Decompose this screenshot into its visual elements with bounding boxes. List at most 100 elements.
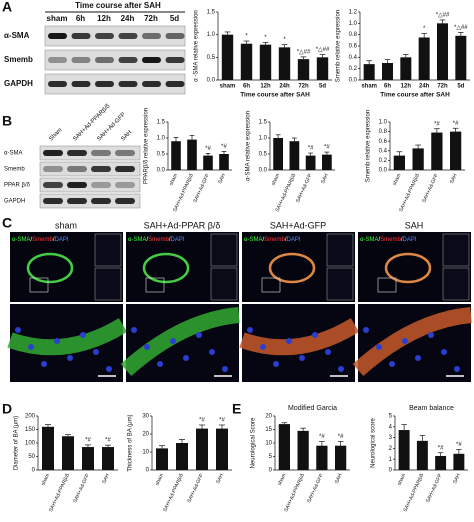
y-tick-label: 0.5	[259, 152, 268, 158]
nucleus	[441, 349, 447, 355]
x-tick-label: SAH	[217, 173, 227, 185]
x-tick-label: SAH+Ad-GFP	[192, 172, 211, 203]
bar	[156, 448, 168, 470]
x-tick-label: 12h	[401, 84, 412, 90]
blot-strip	[39, 161, 141, 177]
zoom-box	[261, 277, 281, 293]
nucleus	[389, 361, 395, 367]
stain-part: /	[30, 237, 32, 243]
bar	[418, 37, 430, 80]
vessel-wall	[239, 318, 360, 356]
stain-part: /	[378, 237, 380, 243]
bar	[316, 57, 329, 80]
bar	[187, 139, 197, 170]
bar	[431, 132, 443, 170]
vessel-wall	[120, 307, 240, 376]
bar	[316, 445, 328, 470]
x-tick-label: SAH	[449, 173, 459, 185]
blot-band	[48, 81, 67, 87]
stain-part: α-SMA	[360, 237, 378, 243]
nucleus	[183, 355, 189, 361]
annotation: *#	[205, 146, 211, 152]
bar	[450, 131, 462, 170]
y-tick-label: 1.5	[157, 120, 166, 126]
bar	[216, 428, 228, 470]
blot-band	[165, 81, 185, 87]
stain-part: Smemb	[380, 237, 401, 243]
stain-label: α-SMA/Smemb/DAPI	[360, 237, 417, 243]
vessel-wall	[7, 318, 128, 356]
y-axis-label: PPARβ/δ relative expression	[144, 108, 150, 184]
annotation: *#	[438, 445, 444, 451]
inset	[442, 267, 470, 301]
blot-band	[43, 198, 63, 204]
blot-band	[67, 198, 87, 204]
y-tick-label: 20	[142, 432, 149, 438]
y-axis-label: Neurological score	[371, 417, 377, 467]
y-tick-label: 1.0	[207, 32, 216, 38]
x-tick-label: SAH+Ad-GFP	[72, 472, 91, 503]
annotation: *#	[85, 437, 91, 443]
y-axis-label: Neurological Score	[251, 417, 257, 468]
nucleus	[157, 361, 163, 367]
nucleus	[144, 344, 150, 350]
y-tick-label: 0.8	[349, 32, 358, 38]
blot-band	[67, 182, 87, 188]
y-tick-label: 0	[146, 468, 150, 474]
blot-band	[142, 81, 161, 87]
x-tick-label: 24h	[279, 84, 290, 90]
nucleus	[196, 332, 202, 338]
x-tick-label: 6h	[384, 84, 391, 90]
y-tick-label: 0.5	[207, 55, 216, 61]
x-tick-label: 24h	[419, 84, 430, 90]
annotation: *	[264, 35, 267, 41]
inset	[94, 233, 122, 267]
vessel	[142, 252, 190, 284]
y-tick-label: 1.0	[379, 120, 388, 126]
x-tick-label: SAH+Ad-PPARβ/δ	[398, 173, 421, 213]
blot-band	[115, 150, 135, 156]
y-tick-label: 1	[389, 457, 393, 463]
nucleus	[67, 355, 73, 361]
nucleus	[286, 338, 292, 344]
x-tick-label: SAH+Ad-GFP	[306, 472, 325, 503]
bar	[297, 430, 309, 470]
bar	[102, 447, 114, 470]
blot-band	[118, 57, 138, 63]
stain-label: α-SMA/Smemb/DAPI	[128, 237, 185, 243]
stain-label: α-SMA/Smemb/DAPI	[12, 237, 69, 243]
bar	[42, 426, 54, 470]
x-tick-label: SAH+Ad-PPARβ/δ	[403, 473, 426, 513]
nucleus	[28, 344, 34, 350]
x-tick-label: 12h	[260, 84, 271, 90]
lane-label: 5d	[170, 14, 179, 23]
y-axis-label: α-SMA relative expression	[246, 111, 252, 181]
blot-band	[95, 33, 114, 39]
y-tick-label: 5	[389, 414, 393, 420]
nucleus	[273, 361, 279, 367]
y-tick-label: 3	[389, 435, 393, 441]
stain-part: Smemb	[264, 237, 285, 243]
x-tick-label: sham	[168, 173, 179, 187]
lane-label: 72h	[144, 14, 158, 23]
x-tick-label: SAH+Ad-GFP	[425, 472, 444, 503]
blot-band	[95, 57, 114, 63]
nucleus	[15, 327, 21, 333]
blot-band	[43, 166, 63, 172]
blot-band	[71, 33, 91, 39]
stain-part: DAPI	[286, 237, 300, 243]
nucleus	[325, 349, 331, 355]
x-tick-label: SAH+Ad-PPARβ/δ	[162, 473, 185, 513]
bar	[219, 154, 229, 170]
stain-part: DAPI	[170, 237, 184, 243]
stain-part: /	[169, 237, 171, 243]
nucleus	[131, 327, 137, 333]
stain-part: /	[401, 237, 403, 243]
lane-label: SAH	[120, 130, 133, 143]
annotation: *#	[219, 418, 225, 424]
annotation: *	[423, 26, 426, 32]
lane-label: 12h	[97, 14, 111, 23]
bar	[196, 428, 208, 470]
stain-part: /	[262, 237, 264, 243]
stain-part: Smemb	[32, 237, 53, 243]
